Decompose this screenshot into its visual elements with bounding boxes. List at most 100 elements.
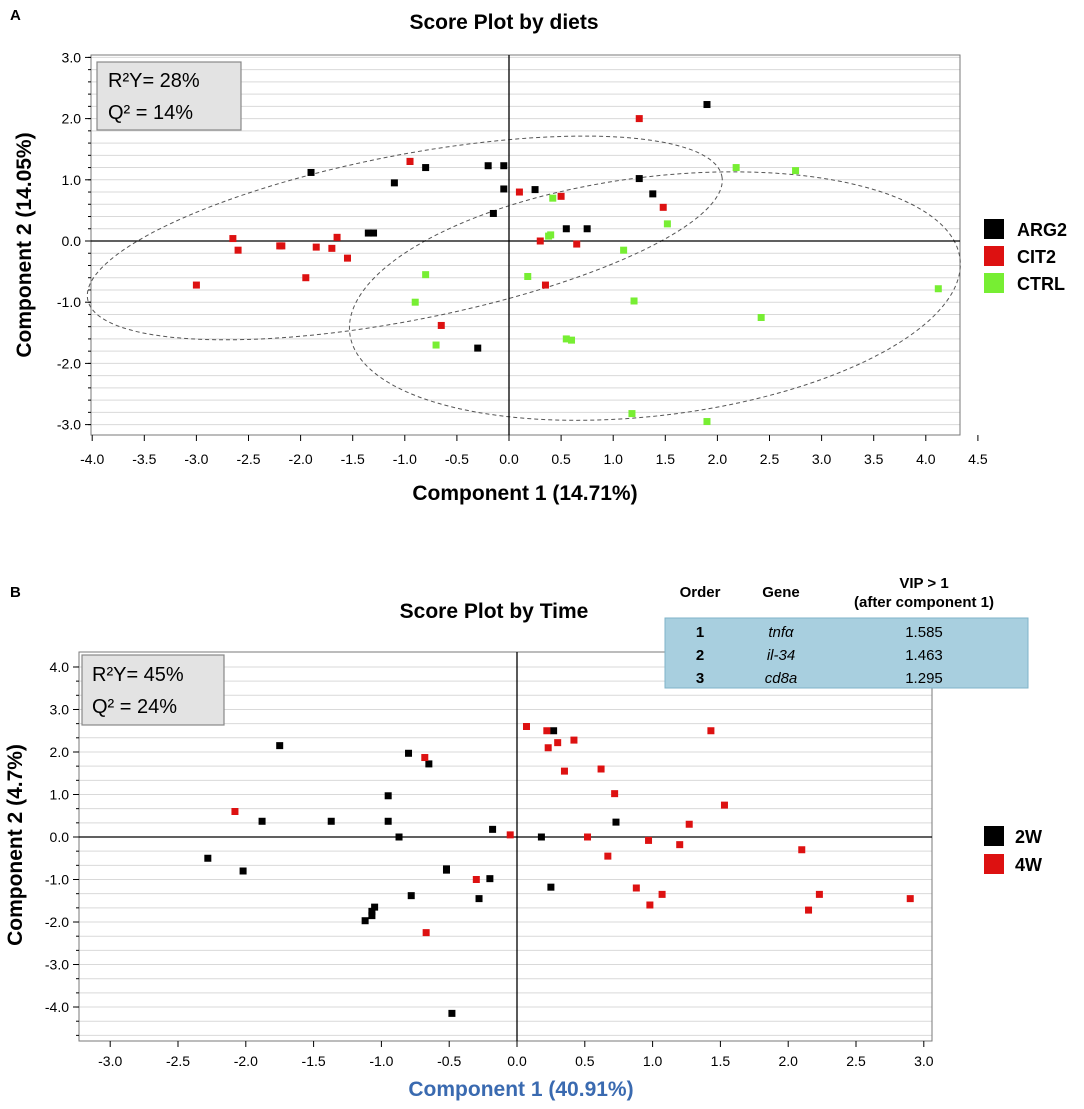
point-ctrl	[620, 246, 628, 254]
point-2w	[384, 792, 392, 800]
y-tick-label: -1.0	[45, 872, 69, 888]
point-2w	[395, 833, 403, 841]
legend-swatch-arg2	[984, 219, 1004, 239]
point-4w	[906, 895, 914, 903]
point-ctrl	[630, 297, 638, 305]
x-tick-label: -2.0	[289, 451, 313, 467]
panel-b-title: Score Plot by Time	[400, 600, 589, 623]
point-arg2	[364, 229, 372, 237]
point-4w	[570, 736, 578, 744]
x-tick-label: 4.5	[968, 451, 988, 467]
y-tick-label: 4.0	[50, 659, 70, 675]
legend-swatch-ctrl	[984, 273, 1004, 293]
point-4w	[472, 876, 480, 883]
point-cit2	[541, 281, 549, 289]
point-4w	[720, 801, 728, 809]
panel-a-x-ticks: -4.0 -3.5 -3.0 -2.5 -2.0 -1.5 -1.0 -0.5 0.0 0.5 1.…	[80, 435, 988, 467]
legend-label-4w: 4W	[1015, 855, 1042, 875]
point-2w	[204, 854, 212, 862]
panel-a-q2: Q² = 14%	[108, 102, 193, 124]
panel-b-data-points	[204, 723, 914, 1017]
y-tick-label: -2.0	[45, 914, 69, 930]
point-4w	[421, 754, 429, 762]
y-tick-label: -2.0	[57, 355, 81, 371]
x-tick-label: 2.5	[760, 451, 780, 467]
vip-row-1-value: 1.585	[905, 624, 943, 641]
point-ctrl	[432, 341, 440, 349]
point-4w	[685, 820, 693, 828]
point-cit2	[343, 254, 351, 262]
point-cit2	[659, 203, 667, 211]
panel-a-x-axis-label: Component 1 (14.71%)	[412, 482, 637, 505]
point-4w	[544, 744, 552, 752]
point-4w	[231, 808, 239, 815]
point-2w	[276, 742, 284, 750]
point-cit2	[437, 321, 445, 329]
x-tick-label: -1.5	[302, 1053, 326, 1069]
x-tick-label: 3.5	[864, 451, 884, 467]
x-tick-label: -4.0	[80, 451, 104, 467]
panel-a-r2y: R²Y= 28%	[108, 70, 200, 92]
point-2w	[407, 892, 415, 900]
panel-b-y-ticks: 4.0 3.0 2.0 1.0 0.0 -1.0 -2.0 -3.0 -4.0	[45, 659, 79, 1036]
point-arg2	[489, 209, 497, 217]
point-cit2	[229, 235, 237, 243]
x-tick-label: 1.5	[656, 451, 676, 467]
panel-b-x-ticks: -3.0 -2.5 -2.0 -1.5 -1.0 -0.5 0.0 0.5 1.0 1.5 2.0 2…	[98, 1041, 934, 1069]
vip-table: Order Gene VIP > 1 (after component 1) 1…	[664, 575, 1029, 689]
point-ctrl	[703, 418, 711, 426]
vip-row-2-order: 2	[696, 647, 704, 664]
y-tick-label: 1.0	[50, 787, 70, 803]
point-cit2	[312, 243, 320, 251]
y-tick-label: -4.0	[45, 999, 69, 1015]
x-tick-label: -3.0	[98, 1053, 122, 1069]
point-4w	[522, 723, 530, 730]
point-arg2	[500, 185, 508, 193]
point-2w	[368, 907, 376, 915]
vip-header-vip: VIP > 1	[899, 575, 948, 592]
point-2w	[486, 875, 494, 883]
panel-b: B Score Plot by Time -3.0 -2.5 -2.0 -1.5 -1.…	[4, 575, 1042, 1101]
panel-b-legend: 2W 4W	[984, 826, 1042, 875]
point-cit2	[557, 192, 565, 200]
panel-a-data-points	[192, 101, 942, 426]
panel-b-zero-axes	[79, 652, 932, 1041]
x-tick-label: 2.5	[846, 1053, 866, 1069]
point-4w	[646, 901, 654, 909]
x-tick-label: -1.0	[393, 451, 417, 467]
y-tick-label: -1.0	[57, 294, 81, 310]
x-tick-label: 0.0	[499, 451, 519, 467]
point-4w	[798, 846, 806, 854]
point-ctrl	[549, 194, 557, 202]
legend-swatch-cit2	[984, 246, 1004, 266]
x-tick-label: -0.5	[437, 1053, 461, 1069]
x-tick-label: 4.0	[916, 451, 936, 467]
point-2w	[612, 818, 620, 826]
legend-swatch-2w	[984, 826, 1004, 846]
point-2w	[550, 727, 558, 735]
panel-b-stats-box: R²Y= 45% Q² = 24%	[81, 654, 225, 726]
point-arg2	[583, 225, 591, 233]
panel-a-plot-frame	[90, 54, 961, 436]
point-arg2	[500, 162, 508, 170]
x-tick-label: -2.0	[234, 1053, 258, 1069]
point-2w	[371, 903, 379, 911]
point-cit2	[406, 157, 414, 165]
point-2w	[425, 760, 433, 768]
x-tick-label: 0.5	[575, 1053, 595, 1069]
vip-row-1-gene: tnfα	[768, 624, 794, 641]
vip-row-3-order: 3	[696, 670, 704, 687]
point-arg2	[422, 164, 430, 172]
point-4w	[645, 836, 653, 844]
panel-a-y-ticks: 3.0 2.0 1.0 0.0 -1.0 -2.0 -3.0	[57, 49, 91, 433]
legend-label-cit2: CIT2	[1017, 247, 1056, 267]
panel-b-label: B	[10, 584, 21, 601]
panel-a-stats-box: R²Y= 28% Q² = 14%	[96, 61, 242, 131]
point-4w	[604, 852, 612, 860]
x-tick-label: -3.5	[132, 451, 156, 467]
point-2w	[368, 912, 376, 920]
y-tick-label: 0.0	[50, 829, 70, 845]
point-4w	[422, 929, 430, 937]
y-tick-label: 3.0	[62, 49, 82, 65]
panel-a-label: A	[10, 7, 21, 24]
